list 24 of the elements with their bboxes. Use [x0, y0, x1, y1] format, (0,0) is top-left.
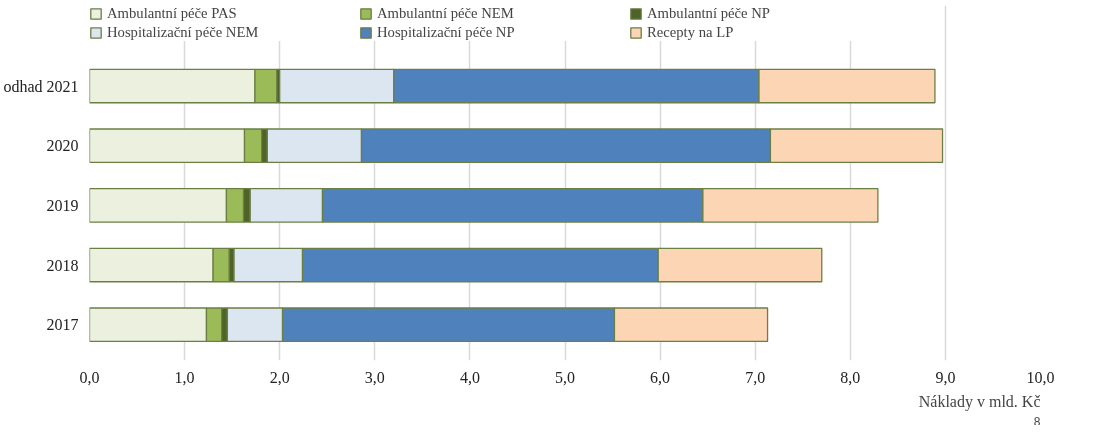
x-tick-label: 8,0	[840, 368, 861, 386]
legend-label: Ambulantní péče PAS	[107, 5, 238, 22]
text: 8	[1033, 414, 1041, 429]
y-tick-label: 2018	[46, 256, 79, 274]
y-tick-label: 2019	[46, 196, 79, 214]
legend-label: Recepty na LP	[647, 24, 735, 41]
legend-label: Ambulantní péče NP	[647, 5, 771, 22]
legend-label: Hospitalizační péče NP	[377, 24, 516, 41]
x-tick-label: 1,0	[174, 368, 195, 386]
x-tick-label: 0,0	[79, 368, 100, 386]
x-tick-label: 6,0	[650, 368, 671, 386]
x-tick-label: 4,0	[459, 368, 480, 386]
x-tick-label: 10,0	[1026, 368, 1055, 386]
legend-label: Ambulantní péče NEM	[377, 5, 515, 22]
legend-label: Hospitalizační péče NEM	[107, 24, 260, 41]
x-tick-label: 2,0	[269, 368, 290, 386]
y-tick-label: 2020	[46, 137, 79, 155]
x-tick-label: 5,0	[555, 368, 575, 386]
x-tick-label: 9,0	[935, 368, 956, 386]
x-axis-title: Náklady v mld. Kč	[918, 392, 1041, 411]
x-tick-label: 7,0	[745, 368, 766, 386]
x-tick-label: 3,0	[364, 368, 385, 386]
y-tick-label: odhad 2021	[3, 77, 79, 95]
y-tick-label: 2017	[46, 316, 79, 334]
